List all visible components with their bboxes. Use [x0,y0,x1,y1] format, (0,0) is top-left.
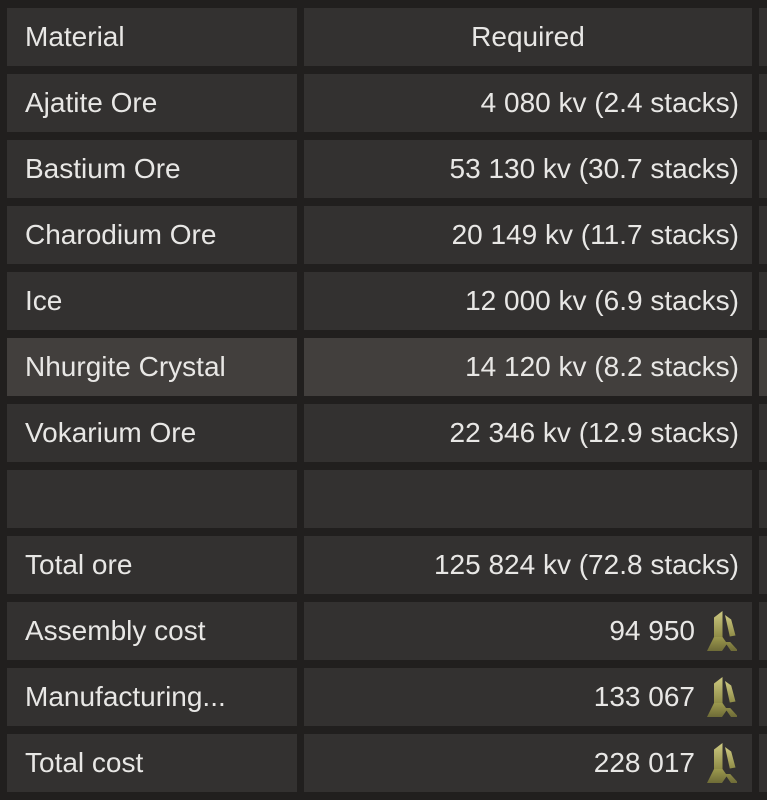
required-value-wrap: 14 120 kv (8.2 stacks) [304,351,739,383]
required-value-wrap: 125 824 kv (72.8 stacks) [304,549,739,581]
required-cell: 12 000 kv (6.9 stacks) [304,272,752,330]
table-row-ajatite-ore[interactable]: Ajatite Ore 4 080 kv (2.4 stacks) [7,74,767,132]
clipped-column-cell [759,404,767,462]
required-value: 4 080 kv (2.4 stacks) [480,87,739,118]
material-cell: Nhurgite Crystal [7,338,297,396]
clipped-column-cell [759,734,767,792]
required-value: 22 346 kv (12.9 stacks) [449,417,739,448]
material-cell: Assembly cost [7,602,297,660]
required-value-wrap: 20 149 kv (11.7 stacks) [304,219,739,251]
required-value: 228 017 [593,747,695,778]
table-row-vokarium-ore[interactable]: Vokarium Ore 22 346 kv (12.9 stacks) [7,404,767,462]
clipped-column-cell [759,338,767,396]
material-cell: Bastium Ore [7,140,297,198]
required-value-wrap: 53 130 kv (30.7 stacks) [304,153,739,185]
required-value-wrap: 94 950 [304,611,739,651]
material-cell: Ice [7,272,297,330]
material-label: Manufacturing... [25,681,226,712]
required-cell: 4 080 kv (2.4 stacks) [304,74,752,132]
table-row-bastium-ore[interactable]: Bastium Ore 53 130 kv (30.7 stacks) [7,140,767,198]
material-label: Assembly cost [25,615,206,646]
required-value: 94 950 [609,615,695,646]
required-value-wrap: 12 000 kv (6.9 stacks) [304,285,739,317]
clipped-column-cell [759,602,767,660]
material-label: Charodium Ore [25,219,217,250]
required-cell: 228 017 [304,734,752,792]
material-cell [7,470,297,528]
required-value: 125 824 kv (72.8 stacks) [433,549,739,580]
table-body: Ajatite Ore 4 080 kv (2.4 stacks) Bastium … [7,74,767,792]
clipped-column-cell [759,140,767,198]
table-row-total-cost[interactable]: Total cost 228 017 [7,734,767,792]
clipped-column-cell [759,74,767,132]
required-value-wrap: 228 017 [304,743,739,783]
required-value-wrap: 4 080 kv (2.4 stacks) [304,87,739,119]
column-header-required: Required [304,8,752,66]
table-row-manufacturing-cost[interactable]: Manufacturing... 133 067 [7,668,767,726]
credits-icon [707,677,737,717]
credits-icon [707,743,737,783]
table-row-charodium-ore[interactable]: Charodium Ore 20 149 kv (11.7 stacks) [7,206,767,264]
table-row-ice[interactable]: Ice 12 000 kv (6.9 stacks) [7,272,767,330]
required-cell: 125 824 kv (72.8 stacks) [304,536,752,594]
material-label: Vokarium Ore [25,417,197,448]
header-row: Material Required [7,8,767,66]
required-value: 14 120 kv (8.2 stacks) [465,351,739,382]
required-value: 12 000 kv (6.9 stacks) [465,285,739,316]
material-label: Bastium Ore [25,153,181,184]
table-row-assembly-cost[interactable]: Assembly cost 94 950 [7,602,767,660]
material-cell: Ajatite Ore [7,74,297,132]
required-cell: 94 950 [304,602,752,660]
clipped-column-cell [759,206,767,264]
clipped-column-cell [759,470,767,528]
required-cell: 20 149 kv (11.7 stacks) [304,206,752,264]
clipped-column-cell [759,668,767,726]
required-cell: 53 130 kv (30.7 stacks) [304,140,752,198]
material-cell: Vokarium Ore [7,404,297,462]
table-row-nhurgite-crystal[interactable]: Nhurgite Crystal 14 120 kv (8.2 stacks) [7,338,767,396]
clipped-column-cell [759,536,767,594]
required-value: 133 067 [593,681,695,712]
required-cell [304,470,752,528]
material-cell: Total cost [7,734,297,792]
credits-icon [707,611,737,651]
clipped-column-cell [759,272,767,330]
material-label: Ajatite Ore [25,87,158,118]
required-value-wrap: 133 067 [304,677,739,717]
material-label: Total cost [25,747,144,778]
table-row-spacer [7,470,767,528]
table-row-total-ore[interactable]: Total ore 125 824 kv (72.8 stacks) [7,536,767,594]
required-value: 20 149 kv (11.7 stacks) [451,219,739,250]
material-cell: Charodium Ore [7,206,297,264]
clipped-column-header [759,8,767,66]
required-value-wrap: 22 346 kv (12.9 stacks) [304,417,739,449]
required-cell: 22 346 kv (12.9 stacks) [304,404,752,462]
material-label: Nhurgite Crystal [25,351,226,382]
required-value: 53 130 kv (30.7 stacks) [449,153,739,184]
material-cell: Manufacturing... [7,668,297,726]
material-label: Ice [25,285,63,316]
material-cell: Total ore [7,536,297,594]
required-cell: 14 120 kv (8.2 stacks) [304,338,752,396]
material-label: Total ore [25,549,133,580]
required-cell: 133 067 [304,668,752,726]
column-header-material: Material [7,8,297,66]
